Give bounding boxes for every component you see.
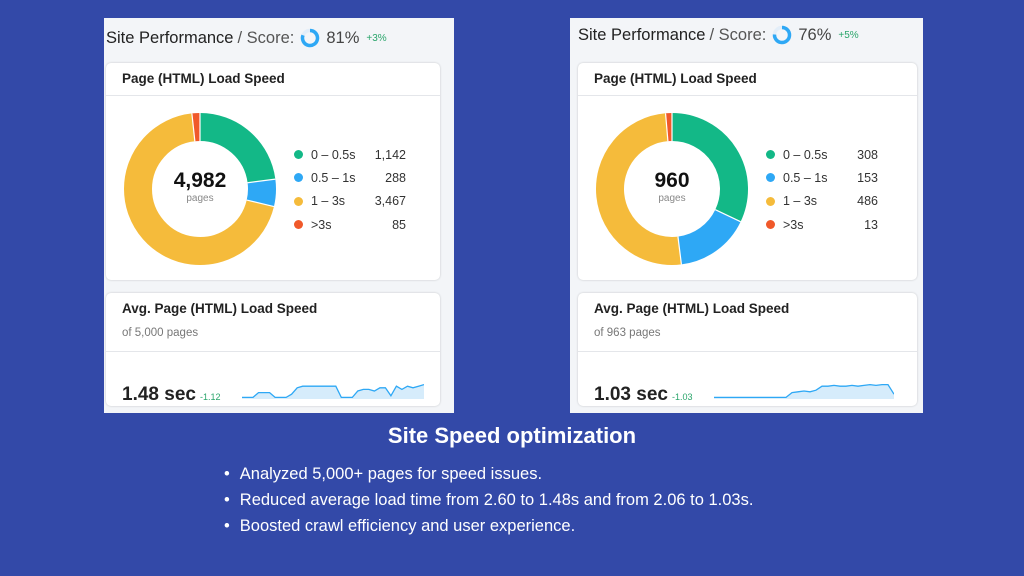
divider	[578, 351, 917, 352]
legend: 0 – 0.5s 1,142 0.5 – 1s 288 1 – 3s 3,467…	[294, 143, 406, 236]
bullet-item: Reduced average load time from 2.60 to 1…	[224, 487, 754, 513]
legend-item[interactable]: 1 – 3s 3,467	[294, 190, 406, 213]
avg-load-time: 1.03 sec -1.03	[594, 384, 692, 406]
load-speed-sparkline	[242, 383, 424, 399]
total-pages-label: pages	[658, 193, 686, 204]
load-speed-card: Page (HTML) Load Speed 960 pages 0 – 0.5…	[578, 63, 917, 280]
donut-segment[interactable]	[677, 209, 741, 265]
legend-dot-icon	[294, 196, 303, 206]
avg-load-value: 1.03 sec	[594, 384, 668, 405]
site-performance-panel: Site Performance / Score: 81% +3% Page (…	[104, 18, 454, 413]
panel-header: Site Performance / Score: 81% +3%	[106, 28, 387, 48]
segment-separator	[664, 113, 669, 142]
legend-label: 1 – 3s	[311, 194, 346, 209]
legend-dot-icon	[766, 196, 775, 206]
card-title: Avg. Page (HTML) Load Speed	[594, 301, 790, 316]
legend-value: 288	[385, 170, 406, 185]
legend-dot-icon	[766, 150, 775, 160]
legend-dot-icon	[766, 173, 775, 183]
load-speed-card: Page (HTML) Load Speed 4,982 pages 0 – 0…	[106, 63, 440, 280]
pages-count: of 5,000 pages	[122, 327, 199, 339]
score-ring-icon	[301, 28, 320, 48]
legend-item[interactable]: 0.5 – 1s 153	[766, 166, 878, 189]
legend-item[interactable]: >3s 85	[294, 213, 406, 236]
segment-separator	[247, 178, 276, 184]
legend-label: 0 – 0.5s	[311, 147, 356, 162]
legend-value: 3,467	[374, 194, 406, 209]
legend-value: 1,142	[374, 147, 406, 162]
total-pages: 4,982	[173, 169, 227, 192]
load-speed-donut-chart	[596, 113, 748, 265]
segment-separator	[677, 236, 683, 265]
donut-segment[interactable]	[596, 113, 682, 265]
pages-count: of 963 pages	[594, 327, 661, 339]
bullet-item: Analyzed 5,000+ pages for speed issues.	[224, 461, 753, 487]
bullet-item: Boosted crawl efficiency and user experi…	[224, 513, 753, 539]
score-label: / Score:	[709, 25, 767, 44]
legend-label: 1 – 3s	[783, 194, 818, 209]
avg-load-speed-card: Avg. Page (HTML) Load Speed of 5,000 pag…	[106, 293, 440, 406]
legend-label: >3s	[783, 217, 804, 232]
legend-dot-icon	[294, 173, 303, 183]
score-delta: +5%	[838, 29, 859, 41]
legend-value: 308	[857, 147, 878, 162]
avg-load-value: 1.48 sec	[122, 384, 196, 405]
legend: 0 – 0.5s 308 0.5 – 1s 153 1 – 3s 486 >3s…	[766, 143, 878, 236]
legend-item[interactable]: 0.5 – 1s 288	[294, 166, 406, 189]
panel-header: Site Performance / Score: 76% +5%	[578, 25, 859, 45]
card-title: Page (HTML) Load Speed	[122, 71, 285, 86]
avg-load-speed-card: Avg. Page (HTML) Load Speed of 963 pages…	[578, 293, 917, 406]
legend-item[interactable]: 0 – 0.5s 1,142	[294, 143, 406, 166]
load-speed-sparkline	[714, 383, 894, 399]
total-pages: 960	[654, 169, 690, 192]
load-speed-donut-chart	[124, 113, 276, 265]
card-title: Page (HTML) Load Speed	[594, 71, 757, 86]
card-title: Avg. Page (HTML) Load Speed	[122, 301, 318, 316]
segment-separator	[191, 113, 196, 142]
score-delta: +3%	[366, 32, 387, 44]
sparkline-line	[714, 383, 894, 399]
divider	[578, 95, 917, 96]
legend-item[interactable]: 0 – 0.5s 308	[766, 143, 878, 166]
legend-label: 0.5 – 1s	[783, 170, 828, 185]
segment-separator	[246, 199, 275, 208]
donut-segment[interactable]	[124, 113, 274, 265]
legend-dot-icon	[766, 220, 775, 230]
donut-segment[interactable]	[671, 113, 748, 222]
headline: Site Speed optimization	[387, 423, 637, 448]
score-value: 81%	[326, 28, 360, 47]
legend-dot-icon	[294, 150, 303, 160]
divider	[106, 95, 440, 96]
avg-load-delta: -1.12	[199, 392, 221, 402]
legend-label: 0 – 0.5s	[783, 147, 828, 162]
panel-title: Site Performance	[106, 28, 234, 47]
legend-dot-icon	[294, 220, 303, 230]
segment-separator	[715, 209, 741, 223]
score-label: / Score:	[237, 28, 295, 47]
legend-value: 13	[864, 217, 878, 232]
legend-item[interactable]: 1 – 3s 486	[766, 190, 878, 213]
sparkline-area	[714, 384, 894, 399]
legend-value: 153	[857, 170, 878, 185]
donut-segment[interactable]	[199, 113, 276, 184]
legend-item[interactable]: >3s 13	[766, 213, 878, 236]
legend-label: 0.5 – 1s	[311, 170, 356, 185]
score-ring-icon	[773, 25, 792, 45]
legend-value: 486	[857, 194, 878, 209]
site-performance-panel: Site Performance / Score: 76% +5% Page (…	[570, 18, 923, 413]
legend-label: >3s	[311, 217, 332, 232]
legend-value: 85	[392, 217, 406, 232]
panel-title: Site Performance	[578, 25, 706, 44]
bullet-list: Analyzed 5,000+ pages for speed issues. …	[224, 461, 754, 539]
score-value: 76%	[798, 25, 832, 44]
avg-load-time: 1.48 sec -1.12	[122, 384, 220, 406]
sparkline-line	[242, 383, 424, 399]
divider	[106, 351, 440, 352]
total-pages-label: pages	[186, 193, 214, 204]
sparkline-area	[242, 384, 424, 399]
avg-load-delta: -1.03	[671, 392, 693, 402]
